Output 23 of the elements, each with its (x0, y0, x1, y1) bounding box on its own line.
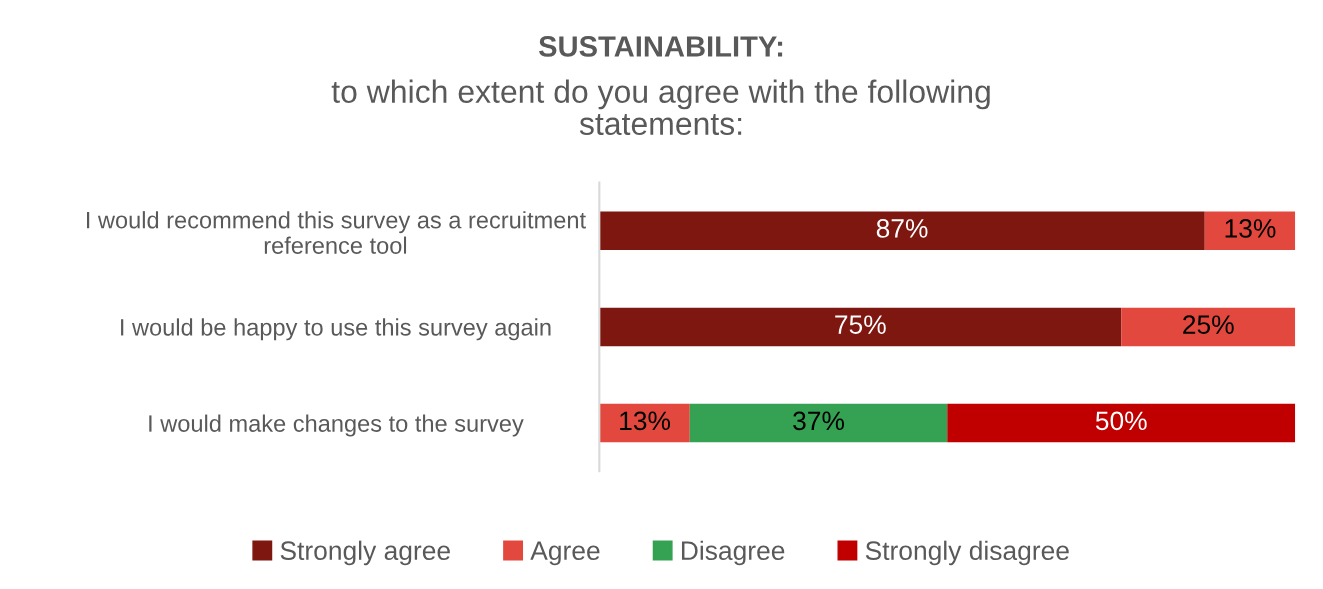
y-tick-label: I would recommend this survey as a recruitment reference tool (86, 211, 586, 254)
bar (599, 403, 690, 443)
bar (1204, 211, 1296, 250)
data-label: 37% (793, 411, 844, 431)
legend-label: Agree (530, 541, 600, 566)
legend-label: Disagree (681, 540, 785, 566)
data-label: 13% (1225, 219, 1276, 238)
chart-subtitle: to which extent do you agree with the following statements: (331, 79, 990, 136)
data-label: 50% (1095, 411, 1147, 431)
data-label: 13% (620, 411, 671, 431)
legend-label: Strongly agree (280, 540, 450, 566)
bar (1121, 307, 1296, 347)
bar (947, 403, 1296, 443)
y-tick-label: I would make changes to the survey (149, 414, 524, 437)
y-tick-label: I would be happy to use this survey again (121, 318, 551, 341)
bar (689, 403, 948, 443)
bar (599, 307, 1122, 347)
bar (599, 211, 1205, 250)
legend-label: Strongly disagree (865, 540, 1069, 566)
data-label: 25% (1183, 315, 1234, 334)
data-label: 75% (835, 315, 886, 334)
chart-title: SUSTAINABILITY: (538, 36, 783, 57)
data-label: 87% (876, 219, 928, 238)
